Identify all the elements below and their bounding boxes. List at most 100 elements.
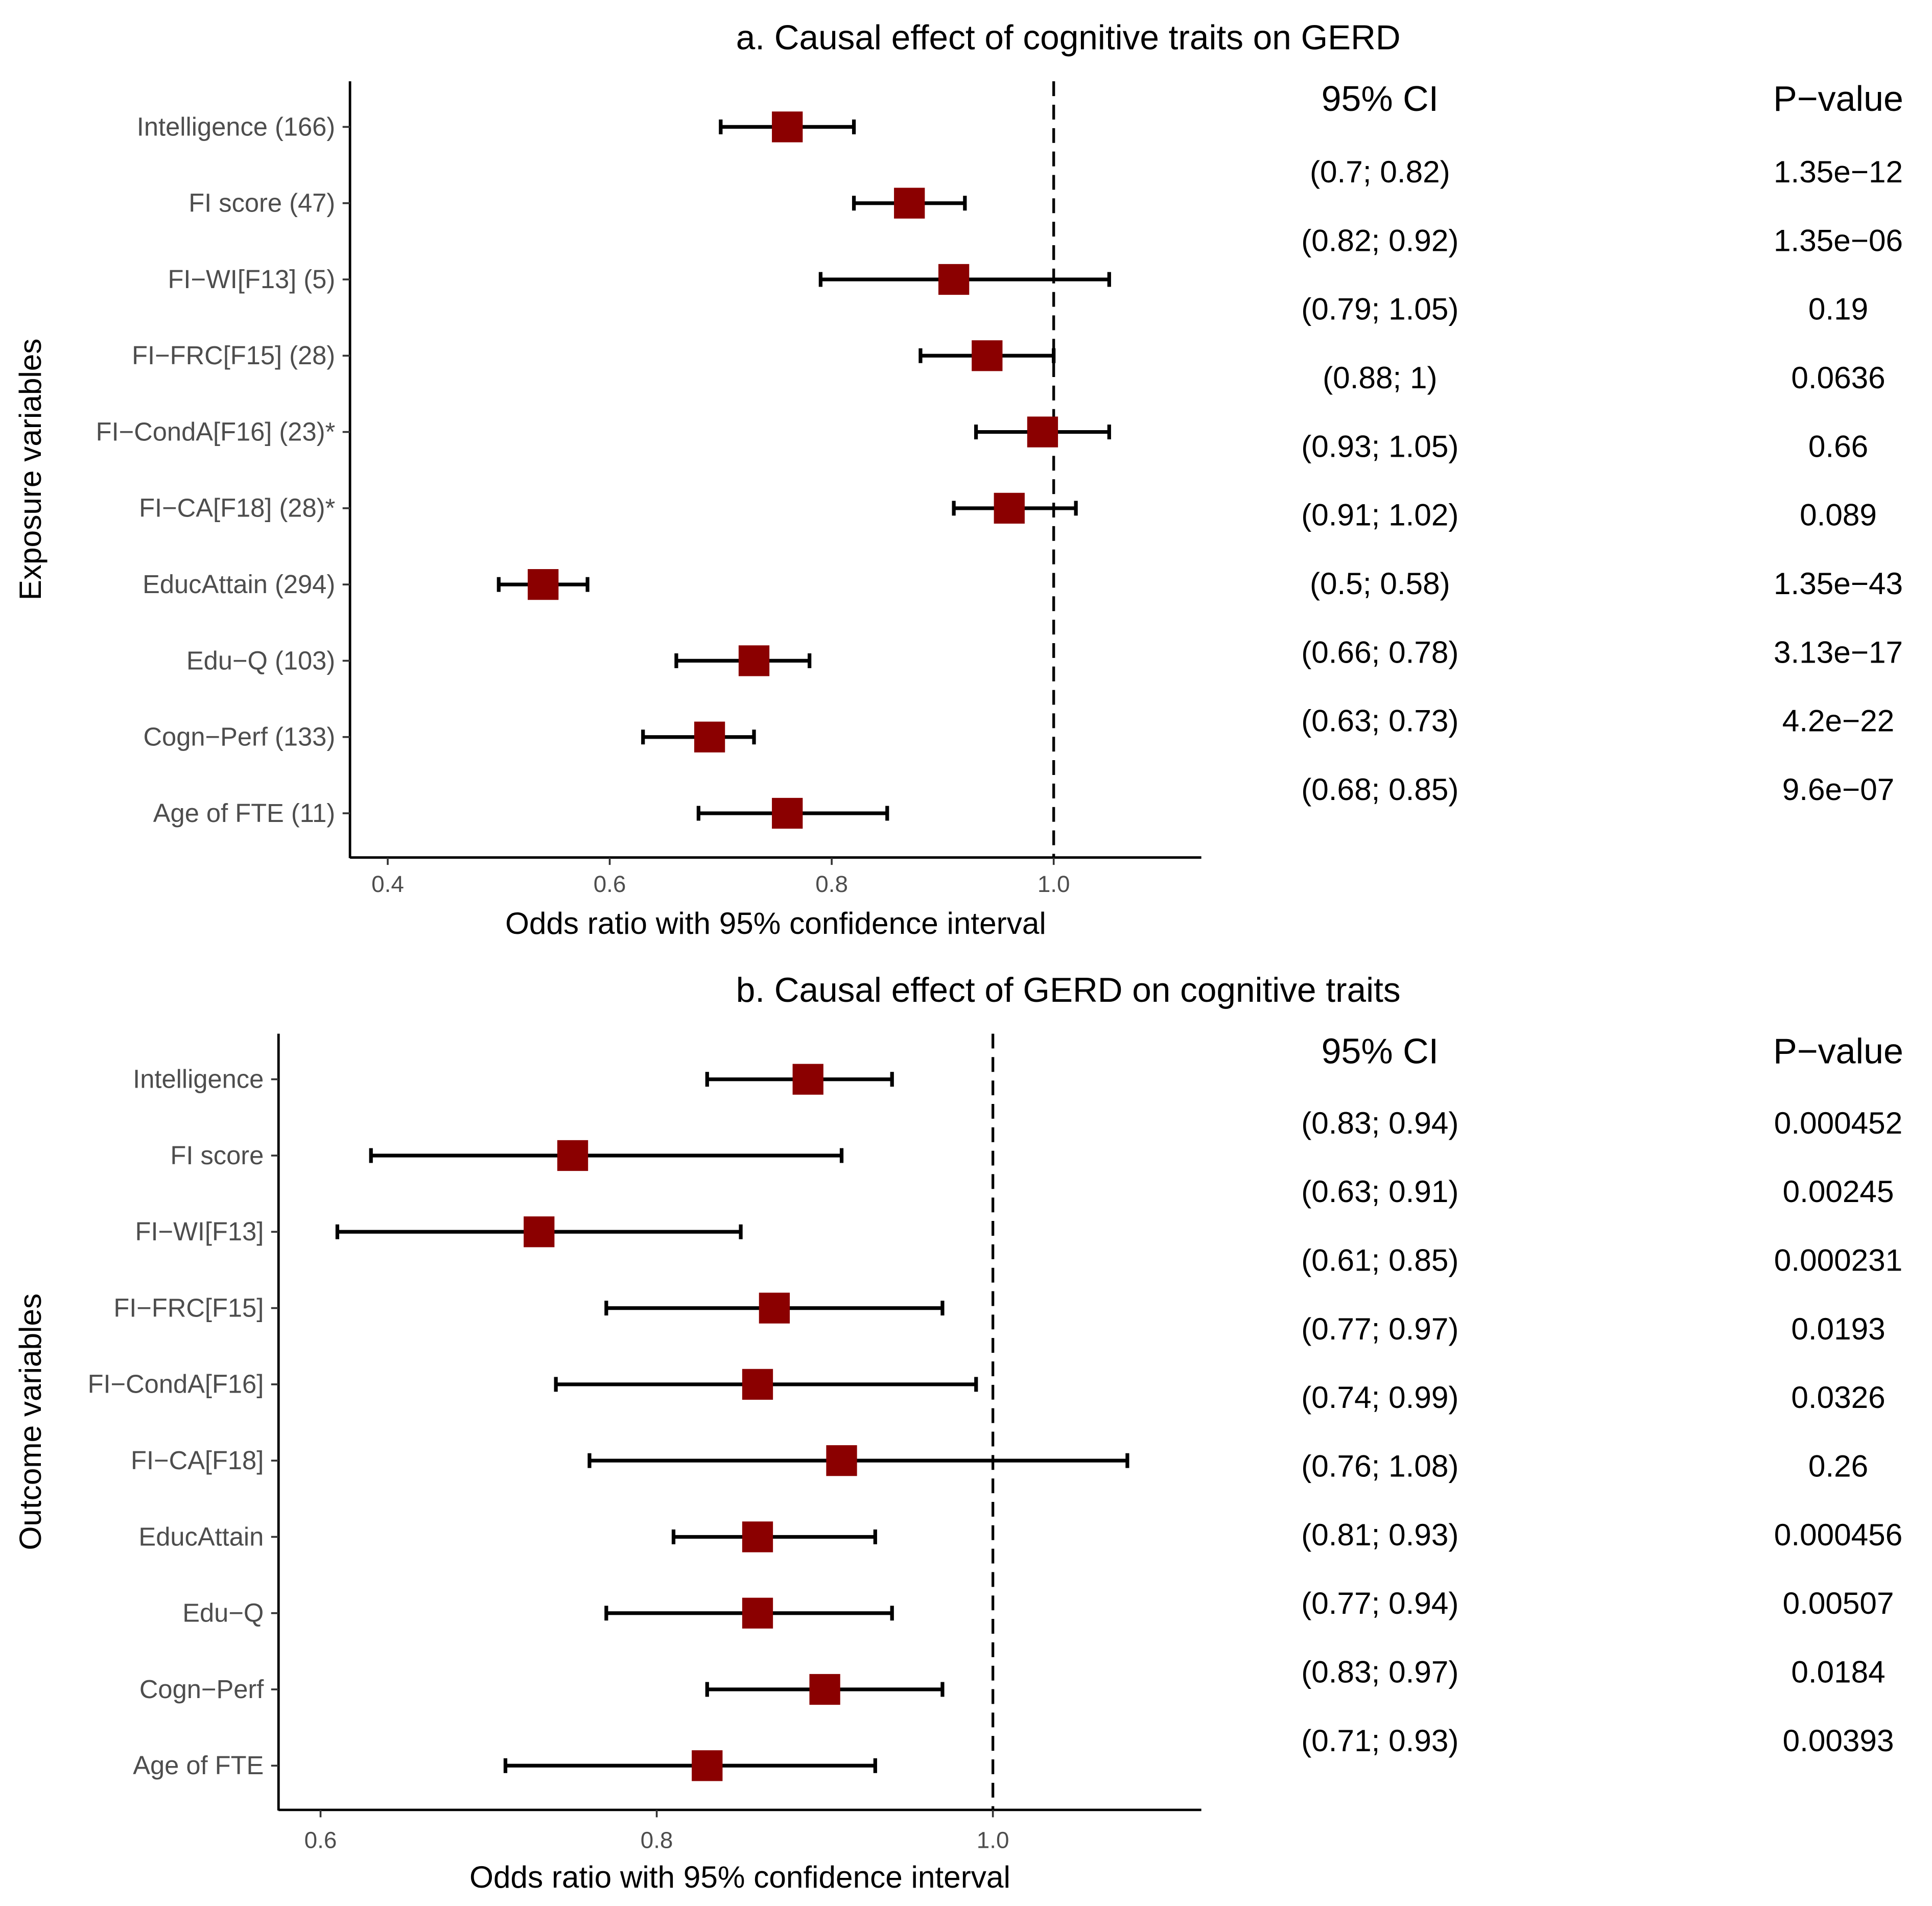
forest-row: Age of FTE (11) (0.68; 0.85) 9.6e−07 [153, 772, 1894, 829]
panel-title: b. Causal effect of GERD on cognitive tr… [736, 971, 1401, 1009]
y-axis-title: Outcome variables [13, 1293, 48, 1550]
odds-ratio-point [528, 569, 559, 600]
panel-title: a. Causal effect of cognitive traits on … [736, 18, 1401, 57]
ci-value: (0.5; 0.58) [1310, 566, 1450, 601]
row-label: Edu−Q [182, 1598, 264, 1628]
forest-row: EducAttain (0.81; 0.93) 0.000456 [138, 1517, 1902, 1552]
ci-value: (0.83; 0.97) [1301, 1655, 1458, 1689]
ci-value: (0.81; 0.93) [1301, 1517, 1458, 1552]
row-label: Intelligence [133, 1065, 264, 1094]
p-value: 0.0326 [1791, 1380, 1885, 1415]
ci-value: (0.77; 0.97) [1301, 1311, 1458, 1346]
p-value: 0.19 [1808, 292, 1868, 326]
forest-row: EducAttain (294) (0.5; 0.58) 1.35e−43 [143, 566, 1903, 601]
odds-ratio-point [524, 1216, 555, 1248]
forest-row: Intelligence (166) (0.7; 0.82) 1.35e−12 [137, 111, 1903, 189]
table-header-ci: 95% CI [1322, 1031, 1439, 1071]
p-value: 3.13e−17 [1774, 634, 1903, 669]
row-label: Cogn−Perf (133) [143, 722, 335, 751]
ci-value: (0.88; 1) [1323, 360, 1438, 395]
odds-ratio-point [759, 1292, 790, 1324]
odds-ratio-point [894, 187, 925, 219]
forest-row: Cogn−Perf (0.83; 0.97) 0.0184 [139, 1655, 1886, 1705]
odds-ratio-point [809, 1674, 840, 1705]
table-header-ci: 95% CI [1322, 79, 1439, 119]
forest-row: FI−FRC[F15] (0.77; 0.97) 0.0193 [113, 1292, 1886, 1346]
x-axis-title: Odds ratio with 95% confidence interval [505, 906, 1046, 940]
x-tick-label: 0.8 [641, 1827, 673, 1853]
odds-ratio-point [742, 1597, 773, 1629]
p-value: 0.000231 [1774, 1242, 1902, 1277]
row-label: FI−FRC[F15] (28) [132, 341, 335, 370]
forest-row: Cogn−Perf (133) (0.63; 0.73) 4.2e−22 [143, 703, 1894, 752]
ci-value: (0.91; 1.02) [1301, 498, 1458, 532]
ci-value: (0.61; 0.85) [1301, 1242, 1458, 1277]
p-value: 0.0184 [1791, 1655, 1885, 1689]
p-value: 0.66 [1808, 429, 1868, 463]
ci-value: (0.93; 1.05) [1301, 429, 1458, 463]
odds-ratio-point [742, 1369, 773, 1400]
row-label: FI−CondA[F16] [88, 1370, 264, 1399]
forest-row: FI−CondA[F16] (23)* (0.93; 1.05) 0.66 [96, 416, 1868, 463]
row-label: Cogn−Perf [139, 1675, 264, 1704]
row-label: FI−CA[F18] (28)* [139, 493, 335, 523]
ci-value: (0.66; 0.78) [1301, 634, 1458, 669]
odds-ratio-point [557, 1140, 588, 1171]
row-label: Edu−Q (103) [186, 646, 335, 675]
row-label: Age of FTE (11) [153, 798, 335, 828]
forest-row: FI−WI[F13] (5) (0.79; 1.05) 0.19 [168, 264, 1868, 326]
odds-ratio-point [772, 111, 803, 143]
p-value: 1.35e−43 [1774, 566, 1903, 601]
x-tick-label: 0.4 [371, 871, 404, 897]
ci-value: (0.76; 1.08) [1301, 1449, 1458, 1484]
ci-value: (0.7; 0.82) [1310, 154, 1450, 189]
odds-ratio-point [994, 492, 1025, 524]
table-header-pvalue: P−value [1773, 1031, 1903, 1071]
odds-ratio-point [742, 1521, 773, 1552]
row-label: FI−CondA[F16] (23)* [96, 417, 336, 446]
odds-ratio-point [826, 1445, 857, 1476]
row-label: EducAttain (294) [143, 570, 335, 599]
forest-row: Age of FTE (0.71; 0.93) 0.00393 [133, 1723, 1894, 1781]
p-value: 0.0636 [1791, 360, 1885, 395]
p-value: 0.000452 [1774, 1105, 1902, 1140]
odds-ratio-point [738, 645, 770, 676]
x-tick-label: 1.0 [977, 1827, 1009, 1853]
row-label: FI−FRC[F15] [113, 1293, 264, 1322]
x-tick-label: 1.0 [1038, 871, 1070, 897]
row-label: Age of FTE [133, 1751, 264, 1780]
odds-ratio-point [972, 340, 1003, 371]
x-tick-label: 0.8 [815, 871, 848, 897]
odds-ratio-point [792, 1064, 823, 1095]
forest-row: FI−CA[F18] (0.76; 1.08) 0.26 [131, 1445, 1868, 1484]
p-value: 1.35e−12 [1774, 154, 1903, 189]
ci-value: (0.83; 0.94) [1301, 1105, 1458, 1140]
p-value: 1.35e−06 [1774, 223, 1903, 257]
x-axis-title: Odds ratio with 95% confidence interval [469, 1860, 1010, 1894]
p-value: 0.00245 [1783, 1174, 1894, 1209]
p-value: 0.000456 [1774, 1517, 1902, 1552]
forest-row: FI−FRC[F15] (28) (0.88; 1) 0.0636 [132, 340, 1886, 395]
ci-value: (0.79; 1.05) [1301, 292, 1458, 326]
forest-row: FI score (0.63; 0.91) 0.00245 [170, 1140, 1894, 1209]
forest-row: FI−WI[F13] (0.61; 0.85) 0.000231 [135, 1216, 1902, 1277]
ci-value: (0.63; 0.91) [1301, 1174, 1458, 1209]
row-label: Intelligence (166) [137, 112, 335, 141]
odds-ratio-point [772, 797, 803, 829]
x-tick-label: 0.6 [594, 871, 626, 897]
odds-ratio-point [1027, 416, 1058, 448]
odds-ratio-point [938, 264, 970, 295]
ci-value: (0.74; 0.99) [1301, 1380, 1458, 1415]
panel-b: b. Causal effect of GERD on cognitive tr… [13, 971, 1903, 1894]
forest-row: Intelligence (0.83; 0.94) 0.000452 [133, 1064, 1902, 1140]
y-axis-title: Exposure variables [13, 339, 48, 601]
forest-row: FI−CondA[F16] (0.74; 0.99) 0.0326 [88, 1369, 1886, 1415]
forest-row: Edu−Q (0.77; 0.94) 0.00507 [182, 1586, 1894, 1629]
row-label: EducAttain [138, 1522, 264, 1551]
p-value: 0.089 [1800, 498, 1877, 532]
ci-value: (0.77; 0.94) [1301, 1586, 1458, 1620]
odds-ratio-point [694, 721, 725, 752]
p-value: 0.0193 [1791, 1311, 1885, 1346]
panel-a: a. Causal effect of cognitive traits on … [13, 18, 1903, 940]
